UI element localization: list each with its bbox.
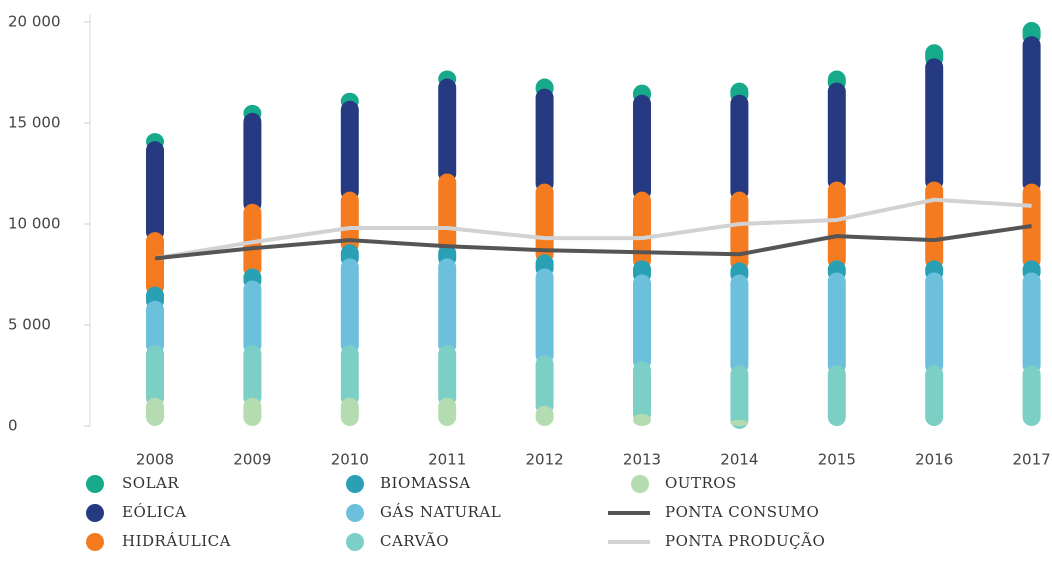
bar-segment: [730, 365, 749, 429]
bar-segment: [146, 141, 164, 242]
bar-segment: [340, 100, 359, 201]
bar-segment: [633, 191, 651, 270]
x-tick-label: 2012: [526, 451, 564, 469]
legend-marker: [631, 475, 649, 493]
legend-marker: [86, 475, 104, 493]
bar-segment: [243, 112, 262, 213]
bar-segment: [243, 345, 262, 407]
bar-segment: [438, 78, 457, 183]
bar-segment: [535, 405, 554, 426]
line: [154, 197, 1032, 261]
bar-segment: [340, 191, 359, 254]
bar-segment: [535, 268, 554, 365]
bar-segment: [146, 232, 164, 296]
bar-segment: [243, 397, 262, 426]
legend-marker: [86, 533, 104, 551]
bar-segment: [340, 397, 359, 426]
legend-label: PONTA PRODUÇÃO: [665, 532, 825, 550]
bar-segment: [1022, 272, 1041, 375]
bar-segment: [730, 94, 749, 201]
x-tick-label: 2017: [1013, 451, 1051, 469]
x-tick-label: 2009: [233, 451, 271, 469]
bar-segment: [438, 173, 457, 254]
x-tick-label: 2008: [136, 451, 174, 469]
legend-label: GÁS NATURAL: [380, 503, 501, 521]
bar-segment: [438, 397, 457, 426]
bar-segment: [535, 183, 554, 264]
bar-segment: [827, 82, 846, 191]
bar-segment: [438, 345, 457, 407]
x-tick-label: 2010: [331, 451, 369, 469]
legend-label: HIDRÁULICA: [122, 532, 231, 550]
bar-segment: [925, 365, 944, 426]
legend-label: CARVÃO: [380, 532, 449, 550]
bar-segment: [1022, 36, 1041, 193]
x-tick-label: 2016: [915, 451, 953, 469]
bar-segment: [730, 419, 749, 426]
bar-segment: [925, 58, 944, 191]
bar-segment: [827, 181, 846, 270]
y-tick-label: 20 000: [8, 13, 61, 31]
x-tick-label: 2014: [720, 451, 758, 469]
bar-segment: [243, 280, 262, 355]
x-tick-label: 2013: [623, 451, 661, 469]
bar-segment: [535, 355, 554, 415]
bar-segment: [146, 345, 164, 407]
bar-segment: [146, 300, 164, 355]
bar-segment: [925, 272, 944, 375]
bar-segment: [438, 258, 457, 355]
bar-segment: [633, 94, 651, 201]
bar-segment: [146, 397, 164, 426]
legend-marker: [346, 504, 364, 522]
bar-segment: [730, 191, 749, 272]
bar-segment: [730, 274, 749, 375]
legend-label: OUTROS: [665, 474, 737, 492]
bar-segment: [827, 365, 846, 426]
bar-segment: [925, 181, 944, 270]
bar-segment: [340, 345, 359, 407]
bar-segment: [340, 258, 359, 355]
x-tick-label: 2011: [428, 451, 466, 469]
bar-segment: [535, 88, 554, 193]
bar-segment: [633, 274, 651, 371]
legend-label: PONTA CONSUMO: [665, 503, 819, 521]
y-tick-label: 5 000: [8, 316, 51, 334]
legend-label: SOLAR: [122, 474, 179, 492]
bar-segment: [827, 272, 846, 375]
legend-marker: [346, 533, 364, 551]
y-tick-label: 15 000: [8, 114, 61, 132]
bar-segment: [633, 361, 651, 423]
line: [154, 224, 1032, 261]
y-tick-label: 0: [8, 417, 18, 435]
legend-marker: [346, 475, 364, 493]
y-tick-label: 10 000: [8, 215, 61, 233]
legend-label: BIOMASSA: [380, 474, 471, 492]
bar-segment: [1022, 365, 1041, 426]
legend-label: EÓLICA: [122, 503, 186, 521]
x-tick-label: 2015: [818, 451, 856, 469]
bar-segment: [633, 413, 651, 426]
legend-marker: [86, 504, 104, 522]
